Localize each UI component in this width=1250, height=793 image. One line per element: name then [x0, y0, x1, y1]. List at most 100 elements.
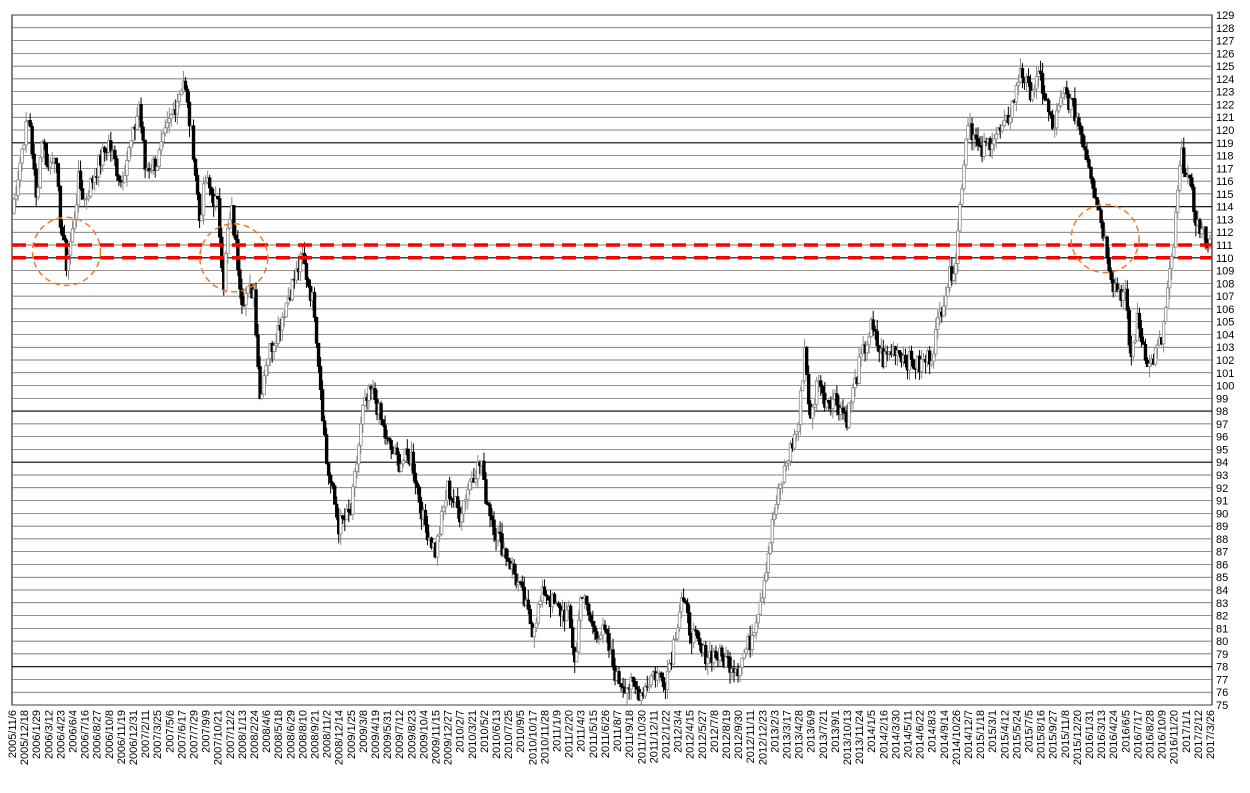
candle-body [546, 595, 551, 601]
x-tick-label: 2009/5/31 [382, 710, 394, 759]
candle-body [764, 572, 768, 582]
candle-body [258, 366, 262, 399]
x-tick-label: 2007/9/9 [201, 710, 213, 753]
candle-body [815, 380, 819, 405]
candle-body [12, 198, 16, 214]
x-tick-label: 2008/6/29 [285, 710, 297, 759]
candle-body [587, 603, 591, 616]
candle-body [397, 454, 401, 472]
y-tick-label: 102 [1216, 355, 1234, 367]
candle-body [579, 597, 583, 621]
candle-body [119, 179, 123, 183]
candle-body [966, 125, 970, 140]
candle-body [873, 329, 877, 332]
candle-body [601, 624, 605, 636]
candle-body [207, 177, 212, 189]
candle-body [841, 407, 845, 413]
candle-body [1198, 219, 1202, 234]
candle-body [982, 140, 986, 157]
x-tick-label: 2006/10/8 [104, 710, 116, 759]
candle-body [155, 166, 159, 171]
candle-body [490, 515, 494, 521]
candle-body [679, 597, 684, 613]
y-tick-label: 92 [1216, 483, 1228, 495]
candle-body [88, 178, 93, 198]
candle-body [332, 485, 337, 505]
candle-body [859, 353, 863, 358]
candle-body [776, 487, 781, 505]
candle-body [129, 140, 133, 148]
candle-body [353, 470, 357, 488]
x-tick-label: 2008/9/21 [310, 710, 322, 759]
candle-body [974, 134, 978, 139]
candle-body [224, 253, 228, 291]
candle-body [1042, 92, 1047, 100]
x-tick-label: 2012/12/23 [757, 710, 769, 765]
candle-body [911, 359, 916, 369]
x-tick-label: 2014/6/22 [915, 710, 927, 759]
candle-body [30, 125, 34, 155]
candle-body [389, 440, 393, 450]
candle-body [218, 198, 222, 238]
candle-body [179, 90, 184, 95]
candle-body [865, 344, 869, 354]
candle-body [413, 472, 418, 484]
candle-body [677, 611, 682, 629]
x-tick-label: 2011/9/18 [624, 710, 636, 758]
candle-body [639, 692, 643, 701]
candle-body [954, 262, 958, 275]
candle-body [825, 400, 829, 408]
x-tick-label: 2016/11/20 [1169, 710, 1181, 764]
candle-body [24, 121, 28, 146]
candle-body [742, 652, 746, 659]
candle-body [1079, 125, 1083, 136]
candle-body [1095, 197, 1099, 206]
candle-body [381, 419, 385, 426]
candle-body [794, 431, 799, 435]
candle-body [990, 143, 994, 150]
candle-body [234, 234, 238, 240]
candle-body [103, 147, 107, 153]
candle-body [185, 88, 190, 103]
candle-body [714, 650, 718, 658]
candle-body [1169, 256, 1174, 270]
candle-body [97, 154, 101, 178]
candle-body [1105, 236, 1109, 259]
candle-body [135, 115, 139, 130]
y-tick-label: 128 [1216, 23, 1234, 35]
candle-body [264, 365, 268, 377]
candle-body [927, 350, 932, 365]
candle-body [534, 622, 539, 629]
candle-body [1190, 177, 1194, 188]
candle-body [659, 672, 664, 678]
x-tick-label: 2009/12/27 [443, 710, 455, 765]
candle-body [1040, 73, 1045, 94]
candle-body [724, 656, 728, 667]
x-tick-label: 2008/12/14 [334, 710, 346, 765]
y-tick-label: 90 [1216, 508, 1228, 520]
x-tick-label: 2013/2/3 [769, 710, 781, 753]
x-tick-label: 2014/8/3 [927, 710, 939, 753]
candle-body [504, 548, 508, 559]
candle-body [197, 193, 202, 222]
x-tick-label: 2008/5/18 [273, 710, 285, 759]
candle-body [611, 649, 615, 667]
candle-body [643, 685, 647, 697]
candle-body [167, 118, 172, 124]
candle-body [1109, 270, 1113, 281]
candle-body [335, 503, 339, 518]
candle-body [357, 444, 361, 465]
candle-body [417, 486, 422, 503]
y-tick-label: 122 [1216, 99, 1234, 111]
candle-body [44, 143, 48, 166]
candle-body [306, 279, 311, 287]
candle-body [496, 531, 500, 541]
candle-body [256, 334, 260, 368]
candle-body [978, 144, 982, 147]
x-tick-label: 2016/8/28 [1144, 710, 1156, 759]
x-tick-label: 2015/8/16 [1036, 710, 1048, 759]
candle-body [290, 278, 295, 301]
candle-body [280, 316, 284, 331]
candle-body [810, 406, 815, 419]
x-tick-label: 2012/4/15 [685, 710, 697, 759]
